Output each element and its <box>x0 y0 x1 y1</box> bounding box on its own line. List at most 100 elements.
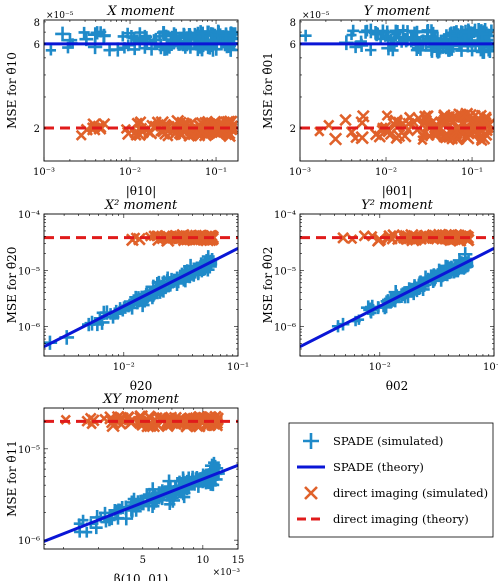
legend-box <box>288 422 494 538</box>
direct-sim-point <box>149 122 160 133</box>
y-axis-label: MSE for θ̂10 <box>5 52 19 129</box>
direct-sim-point <box>381 110 393 122</box>
direct-sim-point <box>420 230 433 244</box>
plot-area <box>44 24 238 143</box>
spade-sim-point <box>401 25 414 37</box>
plot-area <box>44 409 238 543</box>
chart-title: X moment <box>106 4 175 19</box>
y-tick-label: 10⁻⁴ <box>18 210 40 221</box>
y-tick-label: 10⁻⁵ <box>18 445 40 456</box>
direct-sim-point <box>408 116 419 128</box>
direct-sim-point <box>337 231 350 244</box>
y-exponent-label: ×10⁻⁵ <box>302 11 330 21</box>
direct-sim-point <box>473 127 484 138</box>
spade-sim-point <box>184 30 197 43</box>
axes-frame <box>43 19 239 162</box>
spade-sim-point <box>372 27 384 39</box>
spade-sim-point <box>55 26 70 42</box>
x-tick-label: 10⁻² <box>369 362 391 373</box>
x-tick-label: 10⁻¹ <box>227 362 249 373</box>
spade-sim-point <box>78 26 90 39</box>
x-axis-label: |θ01| <box>382 184 413 198</box>
chart-title: Y moment <box>364 4 431 19</box>
spade-sim-point <box>432 39 448 55</box>
chart-title: X² moment <box>104 198 178 213</box>
spade-sim-point <box>87 39 103 55</box>
spade-sim-point <box>387 44 399 57</box>
direct-sim-point <box>221 129 233 141</box>
direct-sim-point <box>433 121 444 132</box>
spade-theory-line <box>44 463 238 543</box>
spade-sim-point <box>202 25 215 38</box>
x-tick-label: 10⁻² <box>375 167 397 178</box>
plot-area <box>44 228 238 350</box>
direct-sim-point <box>202 416 216 430</box>
y-tick-label: 6 <box>290 40 296 51</box>
spade-sim-point <box>424 24 439 38</box>
direct-sim-point <box>369 128 383 141</box>
direct-sim-point <box>446 132 459 145</box>
x-tick-label: 10⁻¹ <box>483 362 498 373</box>
direct-sim-point <box>458 229 472 243</box>
spade-sim-point <box>218 28 234 43</box>
chart-panel-4: 10⁻² 10⁻¹ 10⁻⁶ 10⁻⁵ 10⁻⁴ Y² moment θ02 MSE for … <box>261 198 498 393</box>
x-axis-label: β(10, 01) <box>114 572 168 581</box>
y-tick-label: 10⁻⁵ <box>18 266 40 277</box>
spade-sim-point <box>158 43 171 56</box>
chart-panel-3: 10⁻² 10⁻¹ 10⁻⁶ 10⁻⁵ 10⁻⁴ X² moment θ20 MSE for … <box>5 198 249 393</box>
direct-sim-point <box>339 113 352 127</box>
legend-spade-sim-marker <box>303 433 319 449</box>
spade-theory-line <box>300 247 494 348</box>
spade-sim-point <box>355 35 367 48</box>
spade-sim-point <box>346 30 357 41</box>
axes-frame <box>43 407 239 550</box>
direct-sim-point <box>187 129 199 141</box>
spade-sim-point <box>162 474 176 488</box>
spade-sim-point <box>97 28 111 43</box>
spade-sim-point <box>443 28 457 43</box>
y-axis-label: MSE for θ̂20 <box>5 247 19 324</box>
spade-theory-line <box>44 247 238 348</box>
chart-panel-1: 10⁻³ 10⁻² 10⁻¹ 2 6 8 ×10⁻⁵ X moment |θ10| MSE for… <box>5 4 239 198</box>
legend-label: direct imaging (theory) <box>333 512 469 526</box>
y-tick-label: 6 <box>34 40 40 51</box>
spade-sim-point <box>472 38 487 53</box>
spade-sim-point <box>45 45 57 56</box>
direct-sim-point <box>458 109 471 121</box>
x-tick-label: 10⁻² <box>113 362 135 373</box>
spade-sim-point <box>201 477 212 488</box>
y-tick-label: 2 <box>34 124 40 135</box>
y-axis-label: MSE for θ̂01 <box>261 52 275 129</box>
axes-frame <box>43 213 239 357</box>
spade-sim-point <box>122 27 134 39</box>
spade-sim-point <box>140 31 153 43</box>
direct-sim-point <box>355 130 369 145</box>
spade-sim-point <box>410 44 423 57</box>
spade-sim-point <box>474 25 486 36</box>
direct-sim-point <box>81 415 93 427</box>
y-axis-label: MSE for θ̂11 <box>5 440 19 517</box>
spade-sim-point <box>364 44 377 56</box>
y-tick-label: 2 <box>290 124 296 135</box>
spade-sim-point <box>156 26 170 40</box>
y-tick-label: 10⁻⁶ <box>18 323 40 334</box>
y-tick-label: 8 <box>34 18 40 29</box>
x-tick-label: 15 <box>232 555 245 566</box>
direct-sim-point <box>211 120 225 133</box>
plot-area <box>300 22 494 147</box>
spade-sim-point <box>461 25 476 39</box>
x-tick-label: 10⁻³ <box>289 167 311 178</box>
spade-sim-point <box>134 27 146 38</box>
y-tick-label: 8 <box>290 18 296 29</box>
direct-sim-point <box>123 411 135 423</box>
spade-sim-point <box>127 492 141 506</box>
spade-sim-point <box>300 29 312 42</box>
legend-label: direct imaging (simulated) <box>333 486 488 500</box>
legend-label: SPADE (simulated) <box>333 434 443 448</box>
direct-sim-point <box>475 134 488 147</box>
direct-sim-point <box>167 118 182 133</box>
y-axis-label: MSE for θ̂02 <box>261 247 275 324</box>
x-tick-label: 5 <box>140 555 146 566</box>
direct-sim-point <box>356 109 370 123</box>
spade-sim-point <box>201 250 215 263</box>
